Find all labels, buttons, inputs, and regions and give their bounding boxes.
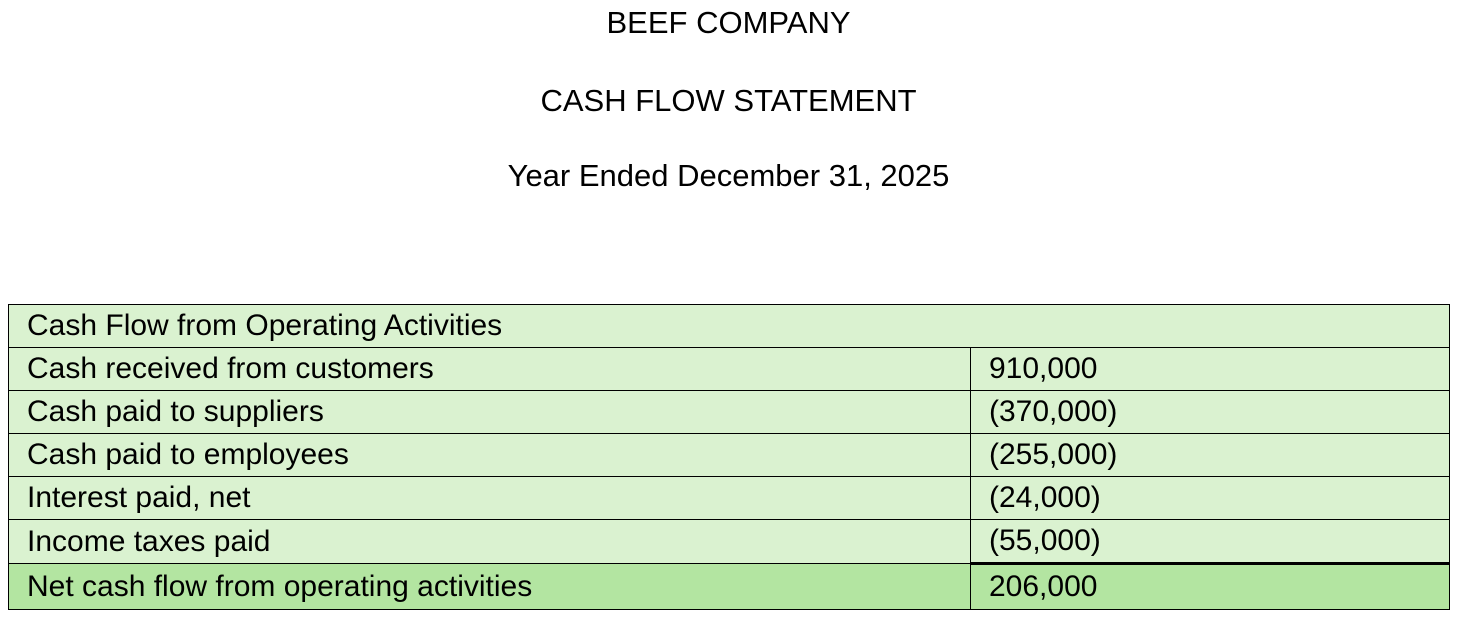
total-row: Net cash flow from operating activities … — [8, 562, 1451, 610]
table-row: Interest paid, net (24,000) — [8, 476, 1451, 520]
table-row: Cash paid to suppliers (370,000) — [8, 390, 1451, 434]
total-amount: 206,000 — [969, 562, 1451, 610]
row-label: Cash paid to suppliers — [8, 390, 971, 434]
statement-period: Year Ended December 31, 2025 — [507, 158, 950, 193]
row-amount: (370,000) — [969, 390, 1451, 434]
section-title: Cash Flow from Operating Activities — [7, 304, 1451, 348]
row-amount: (55,000) — [969, 519, 1451, 564]
row-label: Interest paid, net — [8, 476, 971, 520]
table-row: Income taxes paid (55,000) — [8, 519, 1451, 564]
row-label: Cash received from customers — [8, 347, 971, 391]
table-row: Cash paid to employees (255,000) — [8, 433, 1451, 477]
statement-title: CASH FLOW STATEMENT — [540, 83, 917, 118]
total-label: Net cash flow from operating activities — [8, 563, 971, 610]
table-row: Cash received from customers 910,000 — [8, 347, 1451, 391]
row-amount: (255,000) — [969, 433, 1451, 477]
section-header-row: Cash Flow from Operating Activities — [7, 304, 1451, 348]
row-amount: (24,000) — [969, 476, 1451, 520]
row-amount: 910,000 — [969, 347, 1451, 391]
company-name: BEEF COMPANY — [606, 5, 851, 40]
row-label: Income taxes paid — [8, 519, 971, 564]
cash-flow-table: Cash Flow from Operating Activities Cash… — [7, 304, 1451, 610]
row-label: Cash paid to employees — [8, 433, 971, 477]
